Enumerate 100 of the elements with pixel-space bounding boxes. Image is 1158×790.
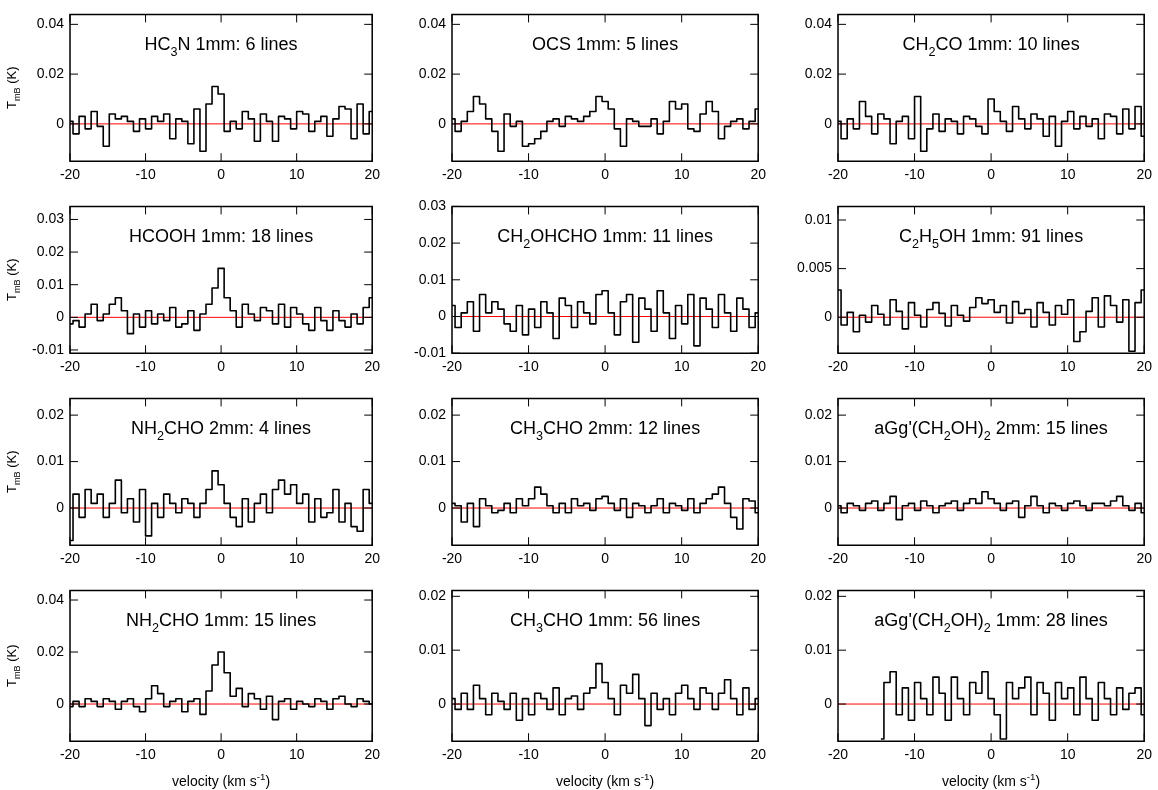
x-tick-label: 0 [601,166,610,183]
y-tick-label: 0.01 [418,270,447,287]
x-tick-label: -10 [904,746,925,763]
y-axis-title: TmB (K) [4,258,22,302]
x-tick-label: 10 [1059,746,1076,763]
x-tick-label: 0 [987,358,996,375]
text: OCS 1mm: 5 lines [532,34,679,55]
y-tick-label: 0.03 [418,197,447,214]
x-tick-label: -20 [827,166,849,183]
x-tick-label: 10 [673,166,690,183]
y-axis-title: TmB (K) [4,66,22,110]
x-tick-label: 10 [288,358,305,375]
y-tick-label: 0.02 [418,587,447,604]
x-tick-label: 10 [673,746,690,763]
y-axis-title: TmB (K) [4,450,22,494]
x-tick-label: -20 [59,550,81,567]
x-tick-label: 20 [364,358,381,375]
x-tick-label: -20 [59,166,81,183]
x-tick-label: -10 [135,166,156,183]
y-tick-label: 0.02 [804,405,833,422]
x-tick-label: -10 [518,166,539,183]
x-tick-label: -10 [135,746,156,763]
x-tick-label: 0 [217,358,226,375]
x-tick-label: -20 [59,358,81,375]
x-tick-label: -10 [135,358,156,375]
y-tick-label: 0.02 [36,64,65,81]
x-tick-label: 20 [364,746,381,763]
y-tick-label: 0.01 [36,452,65,469]
y-tick-label: 0.04 [804,15,833,32]
x-tick-label: 20 [750,746,767,763]
x-tick-label: 20 [1136,746,1153,763]
y-tick-label: 0.02 [36,405,65,422]
x-tick-label: -10 [135,550,156,567]
y-tick-label: 0.01 [804,452,833,469]
x-tick-label: 20 [750,358,767,375]
x-tick-label: 10 [1059,550,1076,567]
x-tick-label: 10 [288,166,305,183]
y-tick-label: 0 [824,498,833,515]
x-tick-label: 10 [288,550,305,567]
y-tick-label: 0.01 [804,210,833,227]
y-tick-label: 0 [824,114,833,131]
x-tick-label: -10 [904,550,925,567]
x-tick-label: -10 [518,550,539,567]
x-tick-label: -20 [441,746,463,763]
x-tick-label: 10 [1059,166,1076,183]
x-tick-label: 0 [217,166,226,183]
x-tick-label: 20 [1136,550,1153,567]
y-tick-label: 0.04 [36,15,65,32]
x-tick-label: -10 [518,746,539,763]
y-tick-label: 0.01 [418,452,447,469]
x-tick-label: 0 [987,550,996,567]
y-axis-title: TmB (K) [4,644,22,688]
y-tick-label: 0.03 [36,210,65,227]
text: HCOOH 1mm: 18 lines [129,226,314,247]
y-tick-label: 0 [824,308,833,325]
x-tick-label: 20 [364,166,381,183]
y-tick-label: 0.02 [36,242,65,259]
y-tick-label: 0 [56,498,65,515]
x-tick-label: -20 [441,550,463,567]
y-tick-label: 0.04 [418,15,447,32]
y-tick-label: 0 [438,114,447,131]
y-tick-label: 0.02 [804,587,833,604]
x-tick-label: -20 [827,550,849,567]
y-tick-label: 0 [56,114,65,131]
x-tick-label: 0 [601,550,610,567]
y-tick-label: 0 [438,307,447,324]
x-tick-label: -20 [441,358,463,375]
y-tick-label: 0.02 [804,64,833,81]
y-tick-label: 0.02 [36,642,65,659]
y-tick-label: 0.02 [418,405,447,422]
y-tick-label: 0.01 [36,275,65,292]
x-tick-label: 10 [673,358,690,375]
y-tick-label: 0.02 [418,233,447,250]
x-tick-label: 0 [987,166,996,183]
y-tick-label: 0.01 [804,641,833,658]
x-tick-label: 10 [288,746,305,763]
x-tick-label: -20 [441,166,463,183]
x-tick-label: -10 [904,166,925,183]
y-tick-label: 0 [824,694,833,711]
x-tick-label: -20 [59,746,81,763]
x-tick-label: -10 [904,358,925,375]
x-tick-label: 0 [217,746,226,763]
x-tick-label: 10 [1059,358,1076,375]
x-tick-label: -20 [827,746,849,763]
y-tick-label: 0 [56,694,65,711]
x-tick-label: 20 [1136,166,1153,183]
x-tick-label: 0 [601,746,610,763]
x-tick-label: -10 [518,358,539,375]
y-tick-label: 0 [56,308,65,325]
x-tick-label: 20 [750,550,767,567]
x-tick-label: 20 [1136,358,1153,375]
y-tick-label: 0.04 [36,590,65,607]
y-tick-label: 0.02 [418,64,447,81]
x-tick-label: 0 [987,746,996,763]
y-tick-label: 0 [438,694,447,711]
y-tick-label: 0 [438,498,447,515]
y-tick-label: 0.01 [418,641,447,658]
x-tick-label: 0 [601,358,610,375]
x-tick-label: -20 [827,358,849,375]
y-tick-label: -0.01 [414,344,447,361]
